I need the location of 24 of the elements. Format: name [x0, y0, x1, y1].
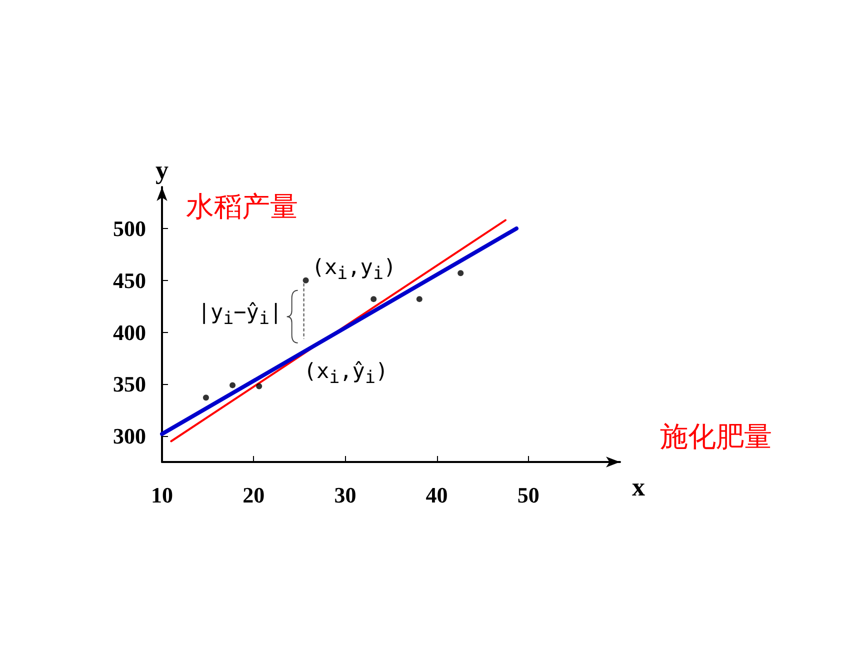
point	[458, 270, 464, 276]
point	[416, 296, 422, 302]
annotation: (x$_{i}$,ŷ$_{i}$)	[304, 358, 388, 388]
y-axis-title: y	[156, 156, 168, 184]
point	[370, 296, 377, 302]
y-tick-label: 350	[113, 372, 146, 397]
y-tick-label: 450	[113, 268, 146, 293]
x-tick-label: 40	[426, 482, 448, 508]
annotation: |y$_{i}$−ŷ$_{i}$|	[198, 300, 282, 330]
x-tick-label: 50	[517, 482, 540, 508]
annotation: 水稻产量	[186, 189, 298, 225]
x-tick-label: 30	[334, 482, 356, 508]
point	[302, 277, 309, 284]
x-tick-label: 20	[242, 482, 265, 508]
y-tick-label: 500	[113, 216, 146, 242]
y-tick-label: 400	[113, 320, 146, 345]
annotation: (x$_{i}$,y$_{i}$)	[312, 255, 396, 285]
x-tick-label: 10	[151, 482, 173, 508]
text: 施化肥量	[660, 419, 772, 455]
point	[230, 382, 236, 388]
y-tick-label: 300	[113, 424, 146, 449]
point	[256, 383, 262, 390]
x-axis-title: x	[632, 472, 645, 502]
point	[202, 394, 209, 401]
